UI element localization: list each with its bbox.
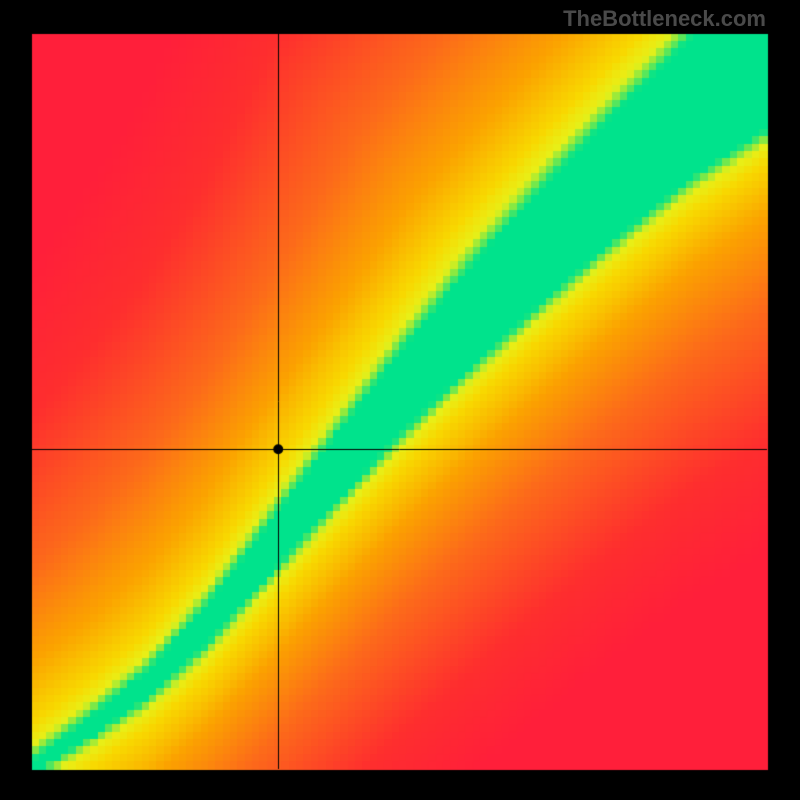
bottleneck-heatmap bbox=[0, 0, 800, 800]
chart-container: TheBottleneck.com bbox=[0, 0, 800, 800]
watermark-text: TheBottleneck.com bbox=[563, 6, 766, 32]
